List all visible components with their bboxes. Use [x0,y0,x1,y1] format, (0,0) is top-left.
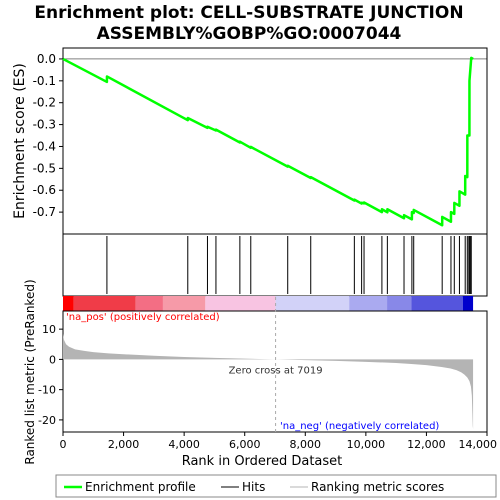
es-y-tick-label: 0.0 [37,52,56,66]
x-tick-label: 6,000 [229,438,261,451]
heat-bar-segment [162,296,206,311]
heat-bar-segment [411,296,463,311]
legend-box [55,474,497,498]
heat-bar-segment [462,296,474,311]
enrichment-profile-line [62,56,474,227]
hits-panel [62,233,488,297]
hits-panel-frame [62,233,488,297]
legend-label-ranking-metric: Ranking metric scores [311,480,444,494]
positive-correlation-label: 'na_pos' (positively correlated) [66,312,220,323]
ranking-metric-area [63,333,474,429]
x-tick-label: 12,000 [407,438,446,451]
hit-lines [106,236,472,294]
es-y-tick-label: -0.4 [33,139,56,153]
es-y-tick-label: -0.3 [33,118,56,132]
zero-cross-label: Zero cross at 7019 [229,365,323,376]
x-tick-label: 14,000 [459,438,498,451]
chart-title-line-2: ASSEMBLY%GOBP%GO:0007044 [97,24,402,44]
negative-correlation-label: 'na_neg' (negatively correlated) [280,421,439,432]
es-panel: 0.0 -0.1 -0.2 -0.3 -0.4 -0.5 -0.6 -0.7 Enrichme… [12,47,488,235]
es-y-tick-label: -0.6 [33,183,56,197]
metric-y-tick-label: -10 [38,384,56,397]
legend-label-enrichment-profile: Enrichment profile [85,480,196,494]
heat-bar-segment [387,296,412,311]
heat-bar [63,296,474,311]
x-axis-ticks: 0 2,000 4,000 6,000 8,000 10,000 12,000 14,000 [60,432,498,451]
x-tick-label: 4,000 [168,438,200,451]
heat-bar-segment [205,296,276,311]
x-tick-label: 10,000 [347,438,386,451]
metric-y-ticks: 10 0 -10 -20 [38,323,63,427]
es-y-ticks: 0.0 -0.1 -0.2 -0.3 -0.4 -0.5 -0.6 -0.7 [33,52,63,219]
heat-bar-segment [135,296,163,311]
heat-bar-segment [73,296,136,311]
chart-title-line-1: Enrichment plot: CELL-SUBSTRATE JUNCTION [34,3,463,23]
heat-bar-segment [63,296,74,311]
es-y-tick-label: -0.5 [33,161,56,175]
metric-y-tick-label: -20 [38,414,56,427]
legend-label-hits: Hits [242,480,265,494]
es-panel-frame [62,47,488,235]
metric-panel: Zero cross at 7019 'na_pos' (positively … [23,279,497,469]
x-tick-label: 8,000 [290,438,322,451]
x-axis-label: Rank in Ordered Dataset [182,454,343,469]
es-y-tick-label: -0.7 [33,205,56,219]
es-y-tick-label: -0.2 [33,96,56,110]
metric-y-tick-label: 0 [49,353,56,366]
es-y-tick-label: -0.1 [33,74,56,88]
x-tick-label: 0 [60,438,67,451]
es-y-axis-label: Enrichment score (ES) [12,63,28,219]
metric-panel-frame [62,310,488,433]
metric-y-axis-label: Ranked list metric (PreRanked) [23,279,37,464]
x-tick-label: 2,000 [108,438,140,451]
heat-bar-segment [275,296,350,311]
legend: Enrichment profile Hits Ranking metric s… [55,474,497,498]
heat-bar-segment [349,296,388,311]
metric-y-tick-label: 10 [42,323,56,336]
